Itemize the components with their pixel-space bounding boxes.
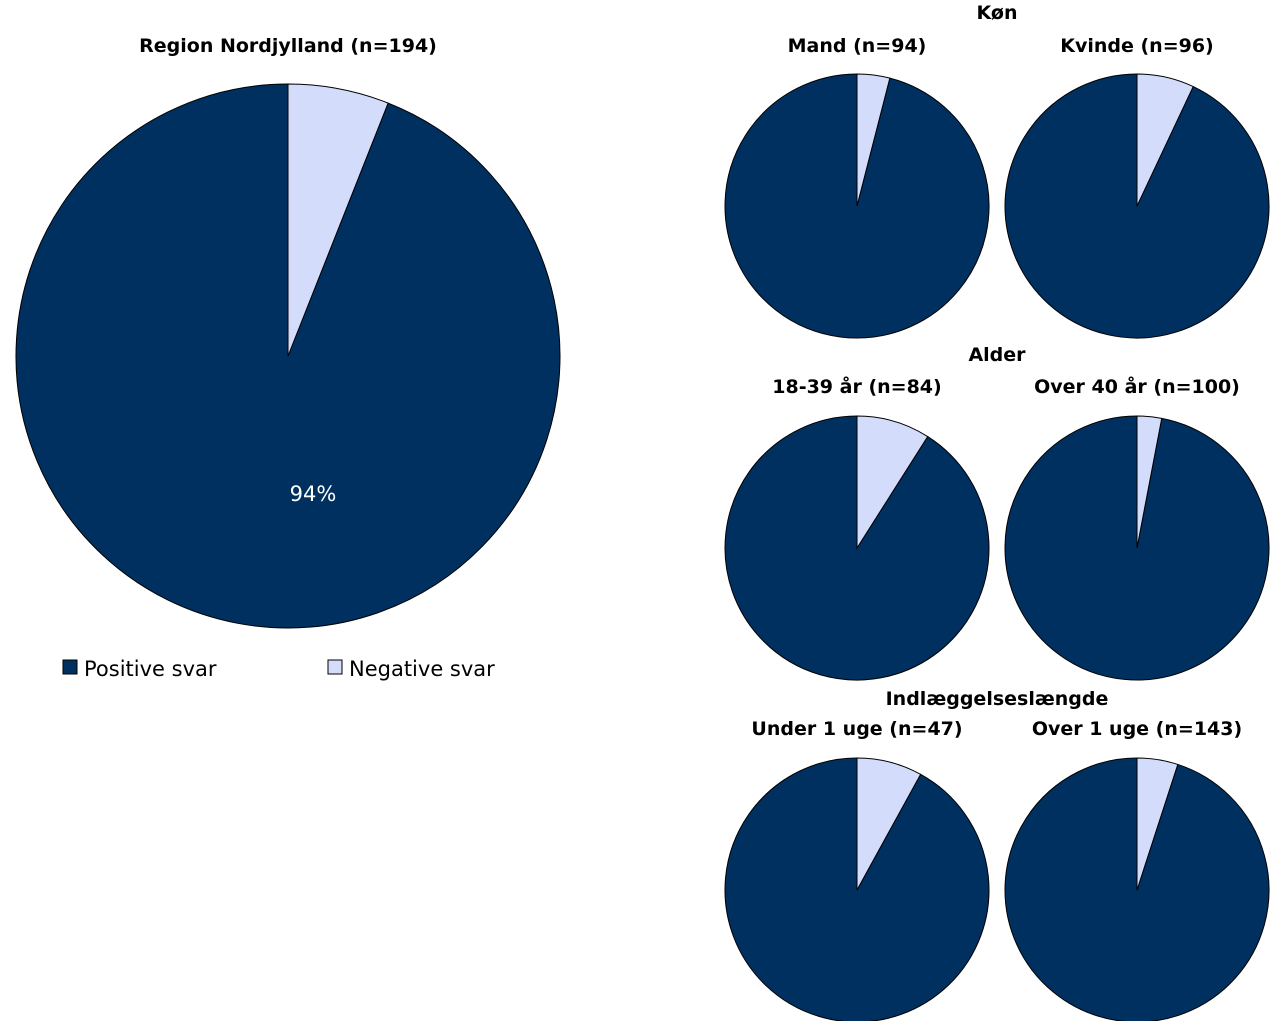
data-label: 94% <box>290 482 337 506</box>
chart-title: 18-39 år (n=84) <box>772 374 941 398</box>
group-title: Indlæggelseslængde <box>886 688 1109 710</box>
legend-swatch-negative <box>327 659 343 675</box>
chart-title: Under 1 uge (n=47) <box>751 718 962 740</box>
chart-title: Mand (n=94) <box>788 35 927 57</box>
pie-slice-negative <box>856 415 929 550</box>
pie-slice-negative <box>1136 73 1194 207</box>
legend-label: Negative svar <box>349 657 495 681</box>
pie-slice-negative <box>856 757 922 891</box>
pie-slice-positive <box>724 415 990 681</box>
pie-slice-negative <box>1136 757 1179 891</box>
legend-swatch-positive <box>62 659 78 675</box>
pie-slice-negative <box>856 73 891 207</box>
chart-title: Over 40 år (n=100) <box>1034 374 1240 398</box>
pie-slice-negative <box>287 83 389 357</box>
chart-title: Kvinde (n=96) <box>1060 35 1214 57</box>
chart-title: Region Nordjylland (n=194) <box>139 35 437 57</box>
legend-label: Positive svar <box>84 657 217 681</box>
group-title: Alder <box>968 344 1026 366</box>
group-title: Køn <box>977 2 1018 24</box>
pie-slice-negative <box>1136 415 1163 549</box>
chart-title: Over 1 uge (n=143) <box>1032 718 1242 740</box>
